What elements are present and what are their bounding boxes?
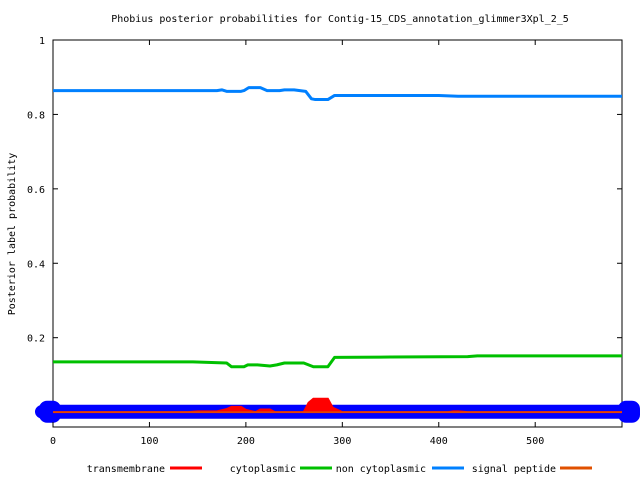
x-tick-label: 0 (50, 436, 56, 447)
chart-series (35, 86, 640, 423)
legend-label: cytoplasmic (230, 464, 296, 475)
series-signal-peptide-line (53, 86, 622, 102)
series-cytoplasmic-cap-right (618, 400, 640, 423)
legend-label: signal peptide (472, 464, 556, 475)
series-non-cytoplasmic-line (53, 354, 622, 369)
x-tick-label: 200 (237, 436, 255, 447)
plot-frame (52, 39, 623, 428)
y-tick-label: 0.2 (27, 334, 45, 345)
chart-title: Phobius posterior probabilities for Cont… (111, 14, 569, 25)
y-tick-label: 1 (39, 36, 45, 47)
y-axis-label: Posterior label probability (7, 153, 18, 316)
x-tick-label: 100 (140, 436, 158, 447)
chart-legend: transmembrane cytoplasmic non cytoplasmic s… (87, 464, 592, 475)
series-cytoplasmic-cap-left (39, 400, 61, 423)
x-tick-label: 500 (526, 436, 544, 447)
x-tick-label: 400 (430, 436, 448, 447)
y-tick-label: 0.6 (27, 185, 45, 196)
chart-axes: 0.2 0.4 0.6 0.8 1 0 100 200 300 400 500 (27, 36, 622, 447)
y-tick-label: 0.8 (27, 110, 45, 121)
y-tick-label: 0.4 (27, 259, 45, 270)
legend-label: transmembrane (87, 464, 165, 475)
x-tick-label: 300 (333, 436, 351, 447)
legend-label: non cytoplasmic (336, 464, 426, 475)
